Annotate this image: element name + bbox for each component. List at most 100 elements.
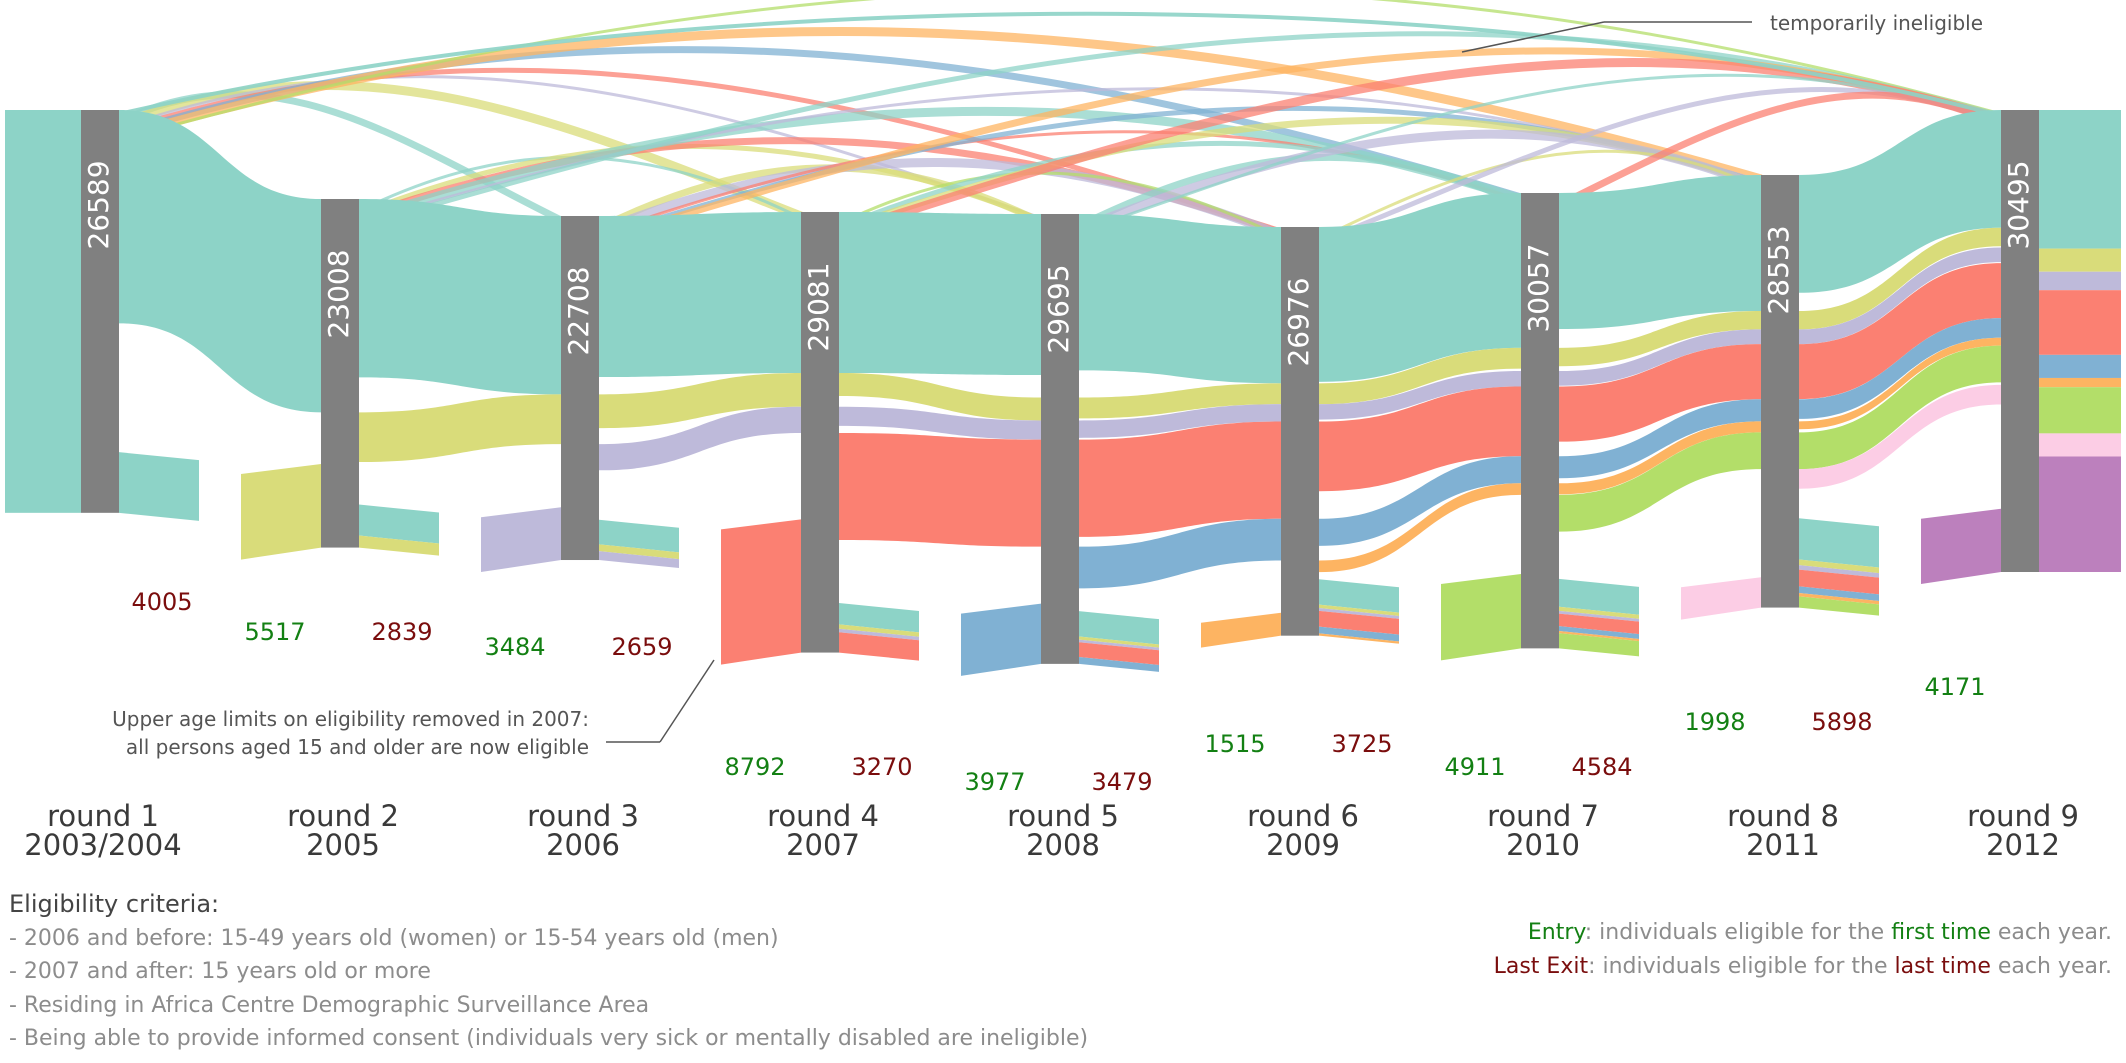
cohort-flow-band bbox=[1799, 318, 2001, 419]
round-bar bbox=[561, 216, 599, 561]
final-cohort-block bbox=[2039, 456, 2121, 572]
entry-stub bbox=[721, 519, 801, 665]
legend-exit: Last Exit: individuals eligible for the … bbox=[1494, 950, 2112, 984]
cohort-flow-band bbox=[839, 212, 1041, 376]
round-bar bbox=[801, 212, 839, 653]
ineligible-leader-line bbox=[1461, 21, 1605, 53]
legend-entry: Entry: individuals eligible for the firs… bbox=[1494, 916, 2112, 950]
ineligible-arc bbox=[1318, 149, 1762, 241]
entry-stub bbox=[1681, 577, 1761, 620]
entry-stub bbox=[481, 507, 561, 573]
cohort-flow-band bbox=[839, 406, 1041, 440]
eligible-count-label: 30495 bbox=[2002, 160, 2035, 249]
cohort-flow-band bbox=[599, 406, 801, 471]
round-bar bbox=[1281, 227, 1319, 636]
round-year-label: 2003/2004 bbox=[24, 828, 181, 862]
exit-stub-band bbox=[839, 632, 919, 661]
exit-stub-band bbox=[1319, 579, 1399, 613]
cohort-flow-band bbox=[1079, 518, 1281, 589]
exit-stub-band bbox=[1799, 586, 1879, 602]
eligible-count-label: 26589 bbox=[82, 160, 115, 249]
cohort-flow-band bbox=[1319, 193, 1521, 382]
ineligible-annotation: temporarily ineligible bbox=[1770, 11, 1983, 35]
entry-stub bbox=[1921, 508, 2001, 584]
ineligible-arc bbox=[597, 157, 1283, 240]
exit-count-label: 3479 bbox=[1091, 768, 1152, 796]
legend-entry-word: Entry bbox=[1527, 920, 1585, 945]
entry-stub bbox=[1441, 573, 1521, 661]
cohort-flow-band bbox=[1079, 383, 1281, 419]
round-year-label: 2012 bbox=[1986, 828, 2060, 862]
cohort-flow-band bbox=[839, 432, 1041, 547]
exit-stub-band bbox=[1799, 565, 1879, 578]
exit-stub-band bbox=[599, 544, 679, 560]
cohort-flow-band bbox=[1079, 404, 1281, 438]
cohort-flow-band bbox=[1799, 263, 2001, 400]
cohort-flow-band bbox=[1799, 227, 2001, 330]
final-cohort-block bbox=[2039, 110, 2121, 249]
round-bar bbox=[81, 110, 119, 513]
cohort-flow-band bbox=[1559, 175, 1761, 330]
final-cohort-block bbox=[2039, 271, 2121, 291]
exit-stub-band bbox=[359, 535, 439, 556]
eligible-count-label: 29695 bbox=[1042, 264, 1075, 353]
exit-count-label: 2839 bbox=[371, 618, 432, 646]
round-year-label: 2008 bbox=[1026, 828, 1100, 862]
exit-stub-band bbox=[839, 628, 919, 641]
exit-stub-band bbox=[1799, 569, 1879, 595]
exit-stub-band bbox=[359, 504, 439, 544]
round-bars bbox=[81, 110, 2039, 664]
exit-stub-band bbox=[1319, 610, 1399, 635]
cohort-flow-band bbox=[1559, 344, 1761, 442]
cohort-flow-band bbox=[1319, 347, 1521, 405]
eligibility-criteria: Eligibility criteria: - 2006 and before:… bbox=[9, 888, 1088, 1056]
eligible-count-label: 30057 bbox=[1522, 243, 1555, 332]
round-bar bbox=[1041, 214, 1079, 664]
initial-entry-block bbox=[5, 110, 81, 513]
exit-count-label: 5898 bbox=[1811, 708, 1872, 736]
entry-exit-stubs bbox=[5, 110, 2121, 676]
criteria-item: - 2006 and before: 15-49 years old (wome… bbox=[9, 925, 779, 951]
exit-stub-band bbox=[1559, 633, 1639, 657]
round-label: round 4 bbox=[767, 799, 879, 833]
ineligible-arc bbox=[118, 0, 2002, 142]
cohort-flow-band bbox=[1559, 311, 1761, 367]
exit-stub-band bbox=[1559, 631, 1639, 642]
round-label: round 5 bbox=[1007, 799, 1119, 833]
ineligible-arc bbox=[358, 31, 2002, 229]
ineligible-arcs bbox=[117, 0, 2003, 245]
entry-count-label: 8792 bbox=[724, 753, 785, 781]
exit-stub-band bbox=[1559, 613, 1639, 635]
cohort-flow-band bbox=[599, 212, 801, 378]
round-label: round 1 bbox=[47, 799, 159, 833]
round-label: round 3 bbox=[527, 799, 639, 833]
exit-count-label: 2659 bbox=[611, 633, 672, 661]
cohort-flow-band bbox=[1319, 386, 1521, 492]
eligible-count-label: 29081 bbox=[802, 262, 835, 351]
cohort-flow-band bbox=[839, 373, 1041, 421]
round-year-label: 2005 bbox=[306, 828, 380, 862]
round-year-label: 2009 bbox=[1266, 828, 1340, 862]
exit-stub-band bbox=[599, 519, 679, 553]
round-label: round 2 bbox=[287, 799, 399, 833]
round-label: round 9 bbox=[1967, 799, 2079, 833]
cohort-flow-band bbox=[1319, 371, 1521, 420]
round-label: round 6 bbox=[1247, 799, 1359, 833]
age-leader-line-diag bbox=[659, 659, 715, 743]
age-annotation-line1: Upper age limits on eligibility removed … bbox=[112, 707, 589, 731]
entry-count-label: 1998 bbox=[1684, 708, 1745, 736]
round-year-label: 2010 bbox=[1506, 828, 1580, 862]
final-cohort-block bbox=[2039, 387, 2121, 434]
legend-exit-text2: each year. bbox=[1990, 953, 2112, 979]
criteria-title: Eligibility criteria: bbox=[9, 890, 220, 918]
cohort-flow-band bbox=[1319, 483, 1521, 573]
exit-stub-band bbox=[1799, 559, 1879, 574]
exit-stub-band bbox=[1319, 626, 1399, 642]
round-year-label: 2011 bbox=[1746, 828, 1820, 862]
entry-count-label: 3977 bbox=[964, 768, 1025, 796]
cohort-flow-band bbox=[599, 373, 801, 429]
sankey-diagram: 26589 23008 22708 29081 29695 26976 30057 28553… bbox=[5, 0, 2121, 862]
exit-stub-band bbox=[1079, 611, 1159, 645]
criteria-item: - Being able to provide informed consent… bbox=[9, 1026, 1089, 1051]
exit-stub-band bbox=[1079, 657, 1159, 672]
